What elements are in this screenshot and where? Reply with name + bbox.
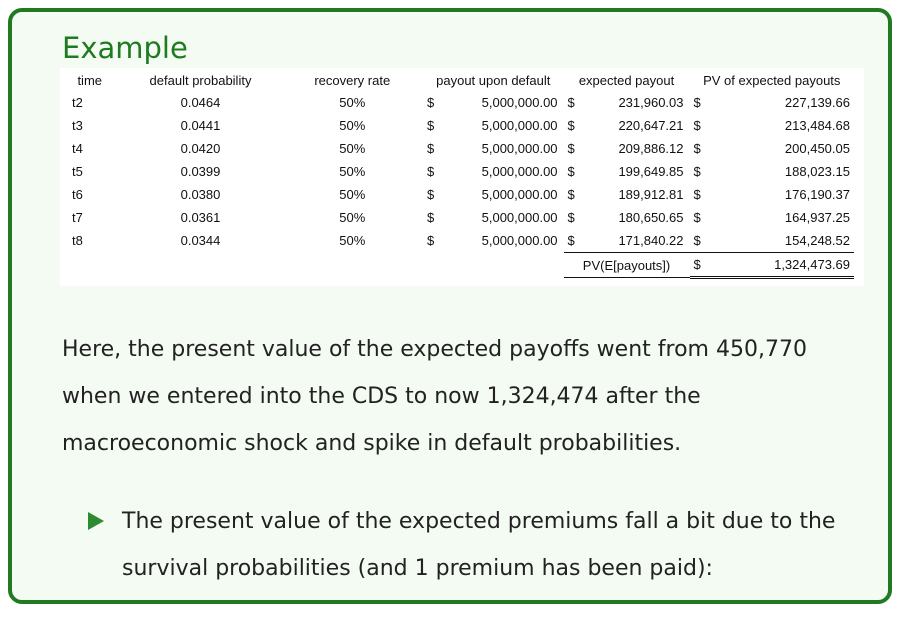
cell-payout-upon-default: 5,000,000.00 xyxy=(481,233,558,249)
cell-time: t8 xyxy=(72,233,83,249)
cell-default-probability: 0.0464 xyxy=(180,95,221,110)
cell-time: t7 xyxy=(72,210,83,225)
cell-payout-upon-default: 5,000,000.00 xyxy=(481,187,558,202)
cell-default-probability: 0.0361 xyxy=(180,210,221,225)
cell-time: t2 xyxy=(72,95,83,110)
header-recovery-rate: recovery rate xyxy=(314,73,391,88)
header-expected-payout: expected payout xyxy=(578,73,675,88)
cell-pv-expected-payout: 200,450.05 xyxy=(784,141,850,156)
cell-dollar-sign: $ xyxy=(426,164,435,179)
cell-dollar-sign: $ xyxy=(693,233,701,248)
cell-pv-expected-payout: 227,139.66 xyxy=(784,95,850,110)
cell-recovery-rate: 50% xyxy=(339,141,366,156)
cds-payout-table: time default probability recovery rate p… xyxy=(60,70,854,279)
header-payout-upon-default: payout upon default xyxy=(436,73,551,88)
cell-dollar-sign: $ xyxy=(426,141,435,156)
table-row: t5 0.0399 50% $5,000,000.00 $199,649.85 $188,… xyxy=(60,160,854,183)
cell-dollar-sign: $ xyxy=(567,164,575,179)
bullet-item: The present value of the expected premiu… xyxy=(88,498,858,592)
cell-dollar-sign: $ xyxy=(426,187,435,202)
block-title: Example xyxy=(62,31,188,65)
spreadsheet-image: time default probability recovery rate p… xyxy=(60,68,864,286)
cell-expected-payout: 171,840.22 xyxy=(618,233,684,248)
cell-expected-payout: 199,649.85 xyxy=(618,164,684,179)
cell-dollar-sign: $ xyxy=(426,210,435,225)
cell-dollar-sign: $ xyxy=(567,187,575,202)
cell-payout-upon-default: 5,000,000.00 xyxy=(481,118,558,133)
cell-dollar-sign: $ xyxy=(693,118,701,133)
cell-dollar-sign: $ xyxy=(426,95,435,110)
cell-recovery-rate: 50% xyxy=(339,233,366,249)
cell-dollar-sign: $ xyxy=(693,187,701,202)
cell-recovery-rate: 50% xyxy=(339,118,366,133)
table-row: t2 0.0464 50% $5,000,000.00 $231,960.03 $227,… xyxy=(60,91,854,114)
table-row: t3 0.0441 50% $5,000,000.00 $220,647.21 $213,… xyxy=(60,114,854,137)
cell-time: t4 xyxy=(72,141,83,156)
table-body: t2 0.0464 50% $5,000,000.00 $231,960.03 $227,… xyxy=(60,91,854,253)
cell-payout-upon-default: 5,000,000.00 xyxy=(481,141,558,156)
explanation-paragraph: Here, the present value of the expected … xyxy=(62,337,807,456)
table-row: t6 0.0380 50% $5,000,000.00 $189,912.81 $176,… xyxy=(60,183,854,206)
cell-recovery-rate: 50% xyxy=(339,210,366,225)
cell-dollar-sign: $ xyxy=(567,141,575,156)
cell-default-probability: 0.0399 xyxy=(180,164,221,179)
total-value: 1,324,473.69 xyxy=(722,252,854,279)
table-row: t4 0.0420 50% $5,000,000.00 $209,886.12 $200,… xyxy=(60,137,854,160)
cell-payout-upon-default: 5,000,000.00 xyxy=(481,210,558,225)
cell-dollar-sign: $ xyxy=(693,210,701,225)
cell-expected-payout: 180,650.65 xyxy=(618,210,684,225)
cell-recovery-rate: 50% xyxy=(339,187,366,202)
bullet-text: The present value of the expected premiu… xyxy=(122,509,836,581)
cell-dollar-sign: $ xyxy=(567,95,575,110)
cell-time: t3 xyxy=(72,118,83,133)
total-label: PV(E[payouts]) xyxy=(563,252,690,278)
cell-dollar-sign: $ xyxy=(567,210,575,225)
cell-pv-expected-payout: 188,023.15 xyxy=(784,164,850,179)
triangle-right-icon xyxy=(88,512,104,530)
table-total-row: PV(E[payouts]) $ 1,324,473.69 xyxy=(60,252,854,279)
cell-default-probability: 0.0441 xyxy=(180,118,221,133)
total-dollar-sign: $ xyxy=(689,252,723,279)
header-pv-expected-payouts: PV of expected payouts xyxy=(703,73,841,88)
cell-recovery-rate: 50% xyxy=(339,95,366,110)
cell-dollar-sign: $ xyxy=(693,141,701,156)
cell-expected-payout: 231,960.03 xyxy=(618,95,684,110)
cell-pv-expected-payout: 164,937.25 xyxy=(784,210,850,225)
cell-pv-expected-payout: 154,248.52 xyxy=(784,233,850,248)
cell-default-probability: 0.0420 xyxy=(180,141,221,156)
cell-dollar-sign: $ xyxy=(426,233,435,249)
cell-default-probability: 0.0344 xyxy=(180,233,221,249)
cell-expected-payout: 220,647.21 xyxy=(618,118,684,133)
table-header-row: time default probability recovery rate p… xyxy=(60,70,854,91)
table-row: t8 0.0344 50% $5,000,000.00 $171,840.22 $154,… xyxy=(60,229,854,253)
cell-expected-payout: 189,912.81 xyxy=(618,187,684,202)
cell-dollar-sign: $ xyxy=(693,95,701,110)
cell-recovery-rate: 50% xyxy=(339,164,366,179)
header-default-probability: default probability xyxy=(149,73,252,88)
table-row: t7 0.0361 50% $5,000,000.00 $180,650.65 $164,… xyxy=(60,206,854,229)
header-time: time xyxy=(77,73,102,88)
cell-dollar-sign: $ xyxy=(426,118,435,133)
cell-dollar-sign: $ xyxy=(693,164,701,179)
cell-dollar-sign: $ xyxy=(567,233,575,248)
cell-dollar-sign: $ xyxy=(567,118,575,133)
cell-time: t5 xyxy=(72,164,83,179)
cell-pv-expected-payout: 176,190.37 xyxy=(784,187,850,202)
cell-expected-payout: 209,886.12 xyxy=(618,141,684,156)
cell-time: t6 xyxy=(72,187,83,202)
cell-payout-upon-default: 5,000,000.00 xyxy=(481,164,558,179)
example-block: Example time default probability recover… xyxy=(8,8,892,604)
cell-default-probability: 0.0380 xyxy=(180,187,221,202)
cell-pv-expected-payout: 213,484.68 xyxy=(784,118,850,133)
cell-payout-upon-default: 5,000,000.00 xyxy=(481,95,558,110)
